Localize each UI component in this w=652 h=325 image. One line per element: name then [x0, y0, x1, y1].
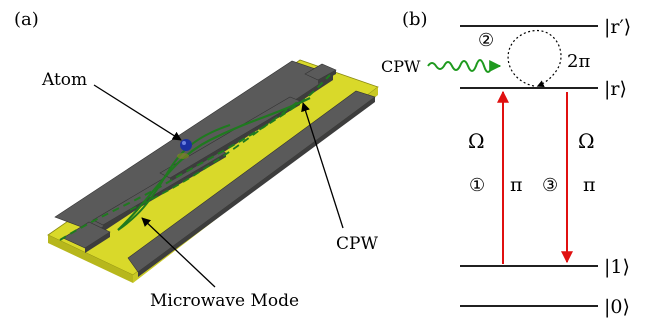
microwave-mode-dashed [59, 74, 331, 241]
ground-pad-left-edge [85, 232, 110, 253]
microwave-mode-solid-2 [117, 124, 231, 231]
microwave-mode-dashed-2 [129, 99, 301, 211]
step-3-marker: ③ [542, 175, 558, 196]
level-0-label: |0⟩ [604, 296, 630, 318]
pi-left-label: π [510, 174, 523, 196]
pi-right-label: π [583, 174, 596, 196]
mode-pointer-arrow [141, 217, 216, 288]
cpw-label: CPW [336, 234, 378, 254]
rabi-right-label: Ω [578, 129, 595, 153]
panel-b: (b) |r′⟩ |r⟩ |1⟩ |0⟩ 2π ② CPW Ω Ω ① π ③ … [381, 9, 631, 318]
cpw-drive-label: CPW [381, 57, 421, 76]
atom [180, 139, 192, 151]
atom-highlight [182, 141, 186, 145]
level-r-label: |r⟩ [604, 78, 627, 100]
two-pi-loop [507, 30, 562, 88]
chip-substrate-side-front [48, 235, 133, 283]
microwave-mode-label: Microwave Mode [150, 291, 299, 311]
step-2-marker: ② [478, 30, 494, 51]
panel-b-label: (b) [402, 9, 428, 30]
step-1-marker: ① [469, 175, 485, 196]
level-r-prime-label: |r′⟩ [604, 16, 631, 38]
level-1-label: |1⟩ [604, 256, 630, 278]
atom-pointer-arrow [93, 84, 182, 141]
atom-shadow [177, 153, 189, 159]
atom-label: Atom [41, 70, 87, 90]
rabi-left-label: Ω [468, 129, 485, 153]
panel-a: (a) A [14, 9, 379, 311]
cpw-photon-wave [427, 59, 502, 73]
panel-a-label: (a) [14, 9, 39, 30]
cpw-pointer-arrow [301, 102, 344, 229]
center-conductor-lower-edge [103, 153, 226, 229]
microwave-mode-solid [117, 97, 311, 231]
two-pi-label: 2π [567, 51, 590, 72]
